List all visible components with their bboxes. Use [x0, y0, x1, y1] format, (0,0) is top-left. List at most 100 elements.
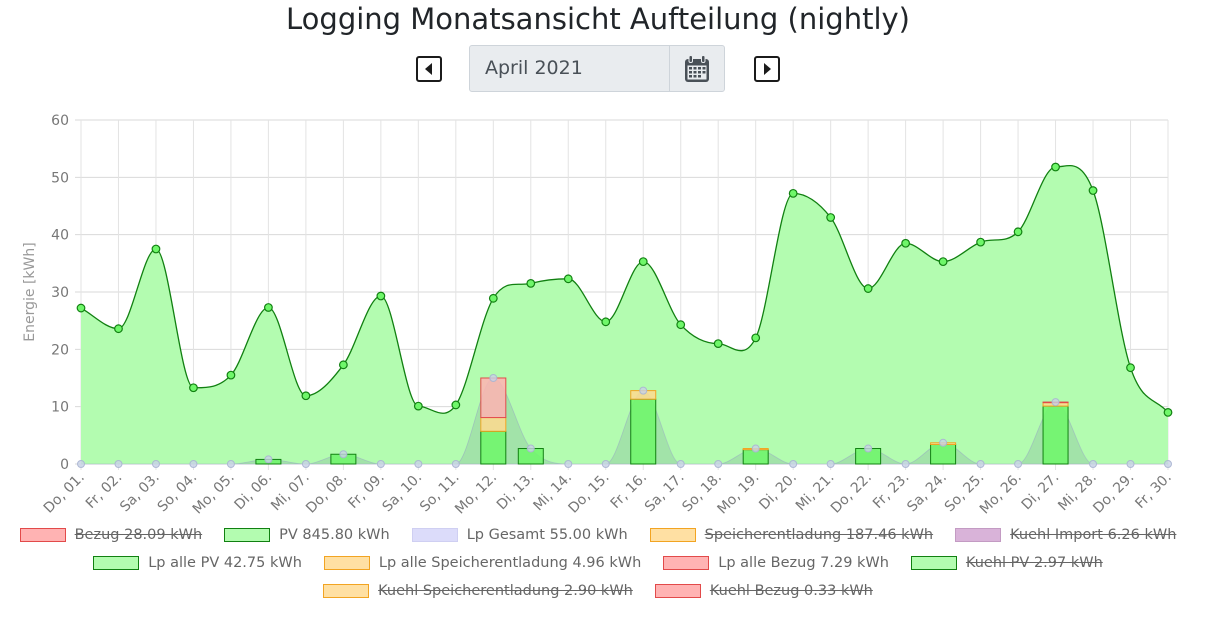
y-tick-label: 50	[51, 170, 69, 186]
legend-item[interactable]: Lp alle Bezug 7.29 kWh	[663, 555, 889, 571]
pv-point	[938, 257, 948, 267]
legend-item[interactable]: Kuehl Bezug 0.33 kWh	[654, 583, 873, 599]
legend-item[interactable]: Speicherentladung 187.46 kWh	[649, 527, 934, 543]
x-tick-label: Sa, 24.	[904, 470, 950, 516]
pv-point	[863, 284, 873, 293]
pv-point	[376, 291, 386, 301]
calendar-icon	[685, 55, 709, 82]
bar-lp-pv	[480, 430, 507, 465]
legend-label: Kuehl Import 6.26 kWh	[1010, 527, 1177, 543]
legend-swatch	[411, 528, 458, 542]
legend-item[interactable]: Kuehl Speicherentladung 2.90 kWh	[323, 583, 633, 599]
lp-gesamt-point	[864, 444, 873, 453]
lp-gesamt-point	[976, 460, 985, 468]
pv-point	[601, 317, 611, 327]
lp-gesamt-point	[1164, 460, 1172, 468]
legend-item[interactable]: Kuehl PV 2.97 kWh	[910, 555, 1103, 571]
page-title: Logging Monatsansicht Aufteilung (nightl…	[286, 2, 910, 36]
legend-swatch	[93, 556, 140, 570]
y-tick-label: 20	[51, 342, 69, 358]
lp-gesamt-point	[264, 455, 273, 464]
next-month-button[interactable]	[754, 56, 780, 82]
legend-row: Bezug 28.09 kWh PV 845.80 kWh Lp Gesamt 55…	[0, 522, 1196, 548]
x-tick-label: Di, 06.	[232, 470, 276, 514]
x-tick-label: Di, 27.	[1019, 470, 1063, 514]
lp-gesamt-point	[301, 460, 310, 468]
bar-lp-pv	[630, 398, 657, 465]
pv-point	[563, 274, 573, 284]
lp-gesamt-point	[489, 374, 498, 382]
legend-label: Speicherentladung 187.46 kWh	[704, 527, 934, 543]
lp-gesamt-point	[114, 460, 123, 468]
lp-gesamt-point	[676, 460, 685, 468]
legend-swatch	[649, 528, 696, 542]
pv-point	[264, 303, 273, 312]
legend-swatch	[224, 528, 271, 542]
pv-point	[713, 339, 723, 349]
x-tick-label: Di, 20.	[756, 470, 800, 514]
pv-point	[976, 237, 985, 247]
bar-lp-pv	[930, 444, 957, 465]
legend-swatch	[323, 556, 370, 570]
caret-right-icon	[764, 63, 771, 75]
bar-lp-bezug	[480, 377, 507, 419]
y-tick-label: 0	[60, 457, 69, 473]
legend-swatch	[654, 584, 701, 598]
pv-point	[226, 370, 236, 380]
legend-label: Lp alle Speicherentladung 4.96 kWh	[378, 555, 642, 571]
legend-label: Lp alle PV 42.75 kWh	[148, 555, 302, 571]
lp-gesamt-point	[451, 460, 460, 468]
pv-point	[488, 293, 498, 303]
lp-gesamt-point	[1089, 460, 1098, 468]
legend-label: Bezug 28.09 kWh	[74, 527, 203, 543]
lp-gesamt-point	[939, 438, 948, 447]
pv-point	[526, 278, 536, 288]
legend-item[interactable]: Kuehl Import 6.26 kWh	[955, 527, 1176, 543]
x-tick-label: Sa, 17.	[642, 470, 688, 516]
month-picker[interactable]: April 2021	[469, 45, 725, 92]
lp-gesamt-point	[826, 460, 835, 468]
lp-gesamt-point	[77, 460, 85, 468]
pv-point	[114, 324, 123, 334]
legend-item[interactable]: Bezug 28.09 kWh	[19, 527, 203, 543]
pv-line	[80, 165, 1169, 414]
previous-month-button[interactable]	[416, 56, 442, 82]
pv-point	[189, 383, 198, 393]
month-input[interactable]: April 2021	[470, 46, 670, 91]
x-tick-label: Mo, 05.	[190, 470, 238, 518]
lp-gesamt-point	[901, 460, 910, 468]
legend-swatch	[910, 556, 957, 570]
bar-lp-speicher	[480, 417, 507, 432]
lp-gesamt-point	[564, 460, 573, 468]
y-tick-label: 40	[51, 228, 69, 244]
x-tick-label: Do, 08.	[303, 470, 350, 517]
legend-label: Kuehl Speicherentladung 2.90 kWh	[378, 583, 633, 599]
y-tick-label: 60	[51, 113, 69, 129]
legend-item[interactable]: PV 845.80 kWh	[224, 527, 390, 543]
pv-point	[451, 400, 461, 410]
pv-point	[338, 360, 348, 370]
lp-gesamt-point	[1051, 398, 1060, 407]
pv-area	[81, 165, 1168, 464]
lp-gesamt-point	[639, 386, 648, 395]
pv-point	[751, 333, 761, 343]
pv-point	[901, 238, 911, 248]
legend-item[interactable]: Lp alle PV 42.75 kWh	[93, 555, 302, 571]
lp-gesamt-point	[189, 460, 198, 468]
pv-point	[76, 303, 86, 313]
x-tick-label: Sa, 10.	[379, 470, 425, 516]
legend-item[interactable]: Lp alle Speicherentladung 4.96 kWh	[323, 555, 642, 571]
legend-label: Kuehl PV 2.97 kWh	[965, 555, 1103, 571]
legend-item[interactable]: Lp Gesamt 55.00 kWh	[411, 527, 628, 543]
pv-point	[826, 213, 836, 222]
x-tick-label: Mo, 26.	[977, 470, 1025, 518]
x-tick-label: Sa, 03.	[117, 470, 163, 516]
legend-label: PV 845.80 kWh	[279, 527, 390, 543]
calendar-button[interactable]	[671, 46, 724, 91]
lp-gesamt-point	[751, 444, 760, 453]
lp-gesamt-point	[714, 460, 723, 468]
lp-gesamt-point	[151, 460, 160, 468]
pv-point	[676, 320, 686, 330]
x-tick-label: Do, 15.	[566, 470, 613, 517]
